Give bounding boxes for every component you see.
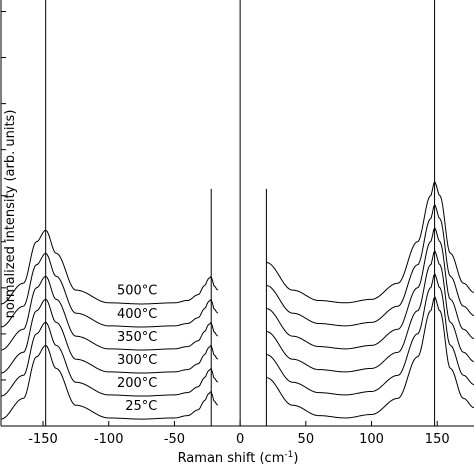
x-tick-label: 100 (359, 432, 384, 447)
series-line-stokes (266, 250, 474, 373)
series-label: 500°C (117, 284, 157, 299)
series-line-anti-stokes (0, 344, 219, 420)
x-axis-title-superscript: -1 (284, 450, 293, 460)
x-ticks (42, 421, 438, 426)
x-tick-label: 0 (236, 432, 244, 447)
series-line-stokes (266, 296, 474, 419)
series-line-anti-stokes (0, 252, 219, 328)
x-tick-label: 150 (425, 432, 450, 447)
x-axis-title: Raman shift (cm-1) (178, 450, 299, 466)
series-label: 300°C (117, 353, 157, 368)
x-tick-label: -50 (164, 432, 185, 447)
series-label: 350°C (117, 330, 157, 345)
series-labels: 25°C 200°C 300°C 350°C 400°C 500°C (117, 284, 157, 414)
y-ticks (1, 11, 6, 427)
series-label: 200°C (117, 376, 157, 391)
series-line-anti-stokes (0, 275, 219, 351)
x-axis-title-main: Raman shift (cm (178, 451, 285, 466)
series-label: 25°C (125, 399, 157, 414)
reference-lines (45, 0, 436, 426)
x-tick-label: -100 (94, 432, 124, 447)
series-line-stokes (266, 273, 474, 396)
series-line-stokes (266, 181, 474, 304)
series-line-anti-stokes (0, 321, 219, 397)
series-label: 400°C (117, 307, 157, 322)
x-axis-title-end: ) (293, 451, 298, 466)
series-lines (0, 181, 474, 420)
series-line-anti-stokes (0, 229, 219, 305)
x-tick-labels: -150 -100 -50 0 50 100 150 (28, 432, 449, 447)
series-line-anti-stokes (0, 298, 219, 374)
series-line-stokes (266, 227, 474, 350)
x-tick-label: -150 (28, 432, 58, 447)
x-tick-label: 50 (298, 432, 315, 447)
series-line-stokes (266, 204, 474, 327)
y-axis-title: normalized intensity (arb. units) (3, 110, 18, 319)
plot-area: -150 -100 -50 0 50 100 150 25°C 200°C 300°C 350°C… (0, 0, 474, 447)
